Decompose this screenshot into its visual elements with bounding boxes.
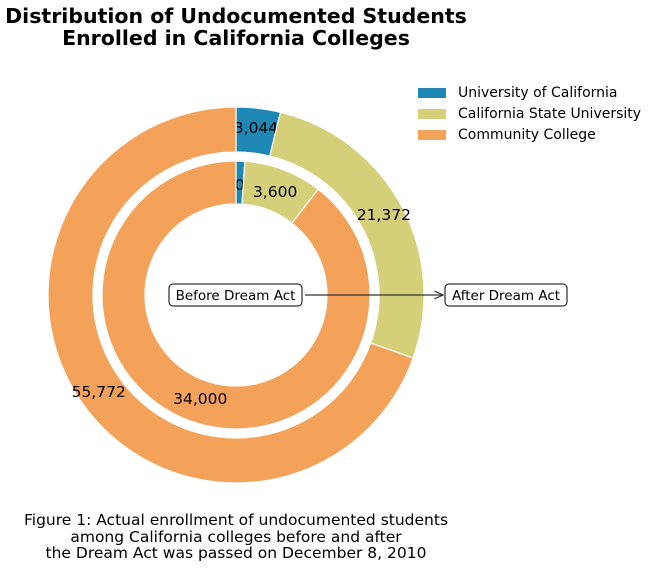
legend-item-cc: Community College (418, 124, 641, 145)
outer-label-cc: 55,772 (72, 383, 126, 401)
chart-title-line-2: Enrolled in California Colleges (62, 26, 410, 50)
outer-label-csu: 21,372 (357, 206, 411, 224)
legend-label-cc: Community College (458, 126, 596, 143)
legend-label-uc: University of California (458, 84, 618, 101)
outer-label-uc: 3,044 (234, 119, 278, 137)
inner-slice-cc (101, 160, 371, 430)
legend-swatch-csu (418, 108, 446, 119)
legend-item-csu: California State University (418, 103, 641, 124)
chart-title-line-1: Distribution of Undocumented Students (5, 4, 467, 28)
inner-label-csu: 3,600 (253, 183, 297, 201)
legend-swatch-cc (418, 129, 446, 140)
outer-slice-cc (47, 106, 414, 484)
chart-title: Distribution of Undocumented Students En… (0, 5, 472, 49)
figure-caption: Figure 1: Actual enrollment of undocumen… (0, 512, 472, 562)
legend-label-csu: California State University (458, 105, 642, 122)
annotation-before-box (168, 283, 303, 307)
annotation-after-text: After Dream Act (452, 288, 560, 304)
legend-swatch-uc (418, 87, 446, 98)
legend-item-uc: University of California (418, 82, 641, 103)
caption-line-2: among California colleges before and aft… (70, 527, 402, 546)
caption-line-3: the Dream Act was passed on December 8, … (45, 544, 427, 562)
annotation-after-box (444, 283, 568, 307)
inner-label-cc: 34,000 (173, 390, 227, 408)
chart-legend: University of California California Stat… (418, 82, 641, 145)
annotation-before-text: Before Dream Act (176, 288, 296, 304)
caption-line-1: Figure 1: Actual enrollment of undocumen… (23, 511, 449, 529)
